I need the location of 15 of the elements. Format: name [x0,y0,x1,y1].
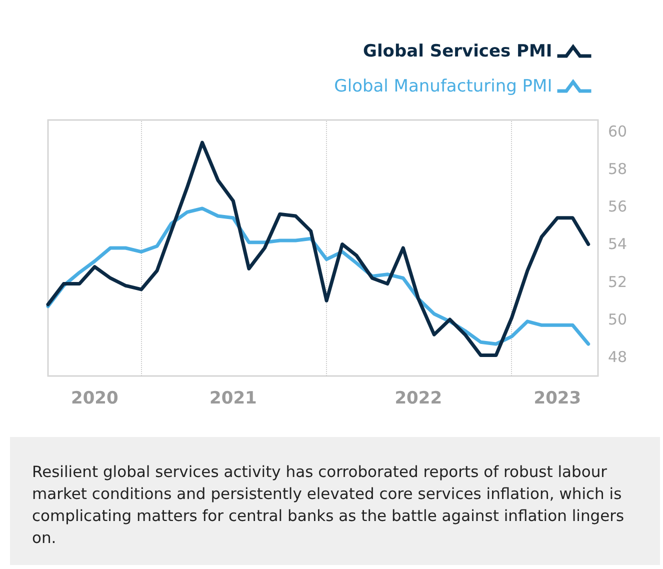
y-tick-label: 54 [608,235,628,254]
y-tick-label: 48 [608,348,628,366]
x-tick-label: 2022 [394,388,442,408]
x-tick-label: 2021 [210,388,257,408]
y-tick-label: 50 [608,310,628,329]
y-tick-label: 56 [608,198,628,216]
y-tick-label: 52 [608,272,628,291]
legend-label: Global Manufacturing PMI [334,76,552,96]
legend-label: Global Services PMI [362,42,552,62]
x-tick-label: 2020 [71,388,118,408]
y-tick-label: 60 [608,122,628,140]
text: Resilient global services activity has corroborated reports of robust labour market conditions and persistently elevated core services inflation, which is complicating matters for central banks as the battle against inflation lingers on. [10,437,660,565]
y-tick-label: 58 [608,160,628,178]
x-tick-label: 2023 [534,388,582,408]
line-series [46,140,590,358]
